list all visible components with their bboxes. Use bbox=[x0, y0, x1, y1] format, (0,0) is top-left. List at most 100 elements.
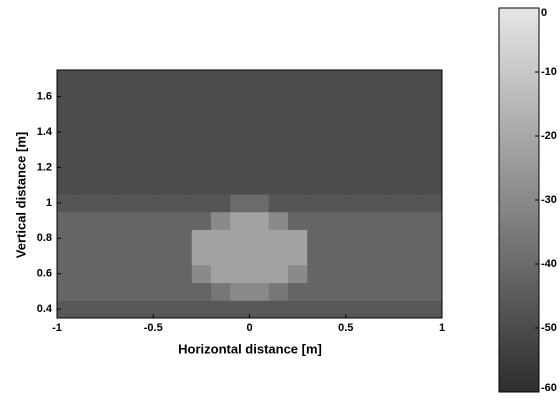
y-tick-label: 0.6 bbox=[37, 268, 52, 280]
heat-cell bbox=[76, 88, 96, 106]
heat-cell bbox=[404, 141, 424, 159]
heat-cell bbox=[250, 105, 270, 123]
heat-cell bbox=[192, 176, 212, 194]
heat-cell bbox=[327, 212, 347, 230]
heat-cell bbox=[153, 300, 173, 318]
heat-cell bbox=[288, 247, 308, 265]
heat-cell bbox=[423, 247, 443, 265]
heat-cell bbox=[76, 159, 96, 177]
heat-cell bbox=[115, 123, 135, 141]
heat-cell bbox=[384, 88, 404, 106]
heat-cell bbox=[404, 229, 424, 247]
heat-cell bbox=[250, 212, 270, 230]
heat-cell bbox=[134, 70, 154, 88]
heat-cell bbox=[346, 300, 366, 318]
heat-cell bbox=[288, 70, 308, 88]
heat-cell bbox=[115, 283, 135, 301]
heat-cell bbox=[230, 247, 250, 265]
heat-cell bbox=[269, 105, 289, 123]
heat-cell bbox=[96, 212, 116, 230]
heat-cell bbox=[211, 176, 231, 194]
heat-cell bbox=[115, 176, 135, 194]
heat-cell bbox=[76, 70, 96, 88]
heat-cell bbox=[404, 105, 424, 123]
heat-cell bbox=[153, 70, 173, 88]
heat-cell bbox=[230, 88, 250, 106]
heat-cell bbox=[192, 300, 212, 318]
heat-cell bbox=[346, 229, 366, 247]
heat-cell bbox=[365, 194, 385, 212]
heat-cell bbox=[134, 88, 154, 106]
heat-cell bbox=[230, 141, 250, 159]
heat-cell bbox=[153, 212, 173, 230]
heat-cell bbox=[134, 212, 154, 230]
heat-cell bbox=[307, 300, 327, 318]
heat-cell bbox=[384, 300, 404, 318]
heat-cell bbox=[365, 141, 385, 159]
heat-cell bbox=[269, 212, 289, 230]
heat-cell bbox=[404, 159, 424, 177]
heat-cell bbox=[230, 229, 250, 247]
heat-cell bbox=[307, 176, 327, 194]
heat-cell bbox=[404, 123, 424, 141]
heat-cell bbox=[365, 159, 385, 177]
heat-cell bbox=[173, 105, 193, 123]
heat-cell bbox=[269, 229, 289, 247]
heat-cell bbox=[211, 212, 231, 230]
heat-cell bbox=[250, 194, 270, 212]
heat-cell bbox=[307, 212, 327, 230]
heat-cell bbox=[307, 105, 327, 123]
heat-cell bbox=[346, 265, 366, 283]
heat-cell bbox=[173, 123, 193, 141]
heat-cell bbox=[173, 212, 193, 230]
heat-cell bbox=[346, 247, 366, 265]
heat-cell bbox=[115, 212, 135, 230]
heat-cell bbox=[192, 212, 212, 230]
heat-cell bbox=[134, 159, 154, 177]
heat-cell bbox=[115, 141, 135, 159]
heat-cell bbox=[365, 283, 385, 301]
heat-cell bbox=[211, 300, 231, 318]
colorbar-tick-label: -40 bbox=[541, 258, 557, 270]
heat-cell bbox=[134, 194, 154, 212]
heat-cell bbox=[153, 283, 173, 301]
colorbar-tick-label: -50 bbox=[541, 322, 557, 334]
heat-cell bbox=[269, 70, 289, 88]
heat-cell bbox=[365, 123, 385, 141]
heat-cell bbox=[404, 283, 424, 301]
heat-cell bbox=[153, 176, 173, 194]
heat-cell bbox=[269, 176, 289, 194]
y-tick-label: 1.2 bbox=[37, 161, 52, 173]
y-tick-label: 0.8 bbox=[37, 232, 52, 244]
heat-cell bbox=[288, 229, 308, 247]
heat-cell bbox=[134, 176, 154, 194]
heat-cell bbox=[192, 159, 212, 177]
heat-cell bbox=[230, 283, 250, 301]
heat-cell bbox=[307, 229, 327, 247]
heat-cell bbox=[404, 176, 424, 194]
heat-cell bbox=[288, 123, 308, 141]
heat-cell bbox=[153, 141, 173, 159]
heat-cell bbox=[346, 159, 366, 177]
heat-cell bbox=[423, 229, 443, 247]
heat-cell bbox=[384, 70, 404, 88]
heat-cell bbox=[153, 229, 173, 247]
heat-cell bbox=[115, 159, 135, 177]
heat-cell bbox=[288, 283, 308, 301]
heat-cell bbox=[384, 247, 404, 265]
x-axis-label: Horizontal distance [m] bbox=[178, 341, 322, 356]
heat-cell bbox=[423, 300, 443, 318]
heat-cell bbox=[211, 265, 231, 283]
heat-cell bbox=[57, 105, 77, 123]
heat-cell bbox=[250, 88, 270, 106]
heat-cell bbox=[134, 229, 154, 247]
heat-cell bbox=[192, 265, 212, 283]
heat-cell bbox=[115, 229, 135, 247]
heat-cell bbox=[115, 105, 135, 123]
heat-cell bbox=[57, 141, 77, 159]
heat-cell bbox=[404, 70, 424, 88]
heat-cell bbox=[76, 212, 96, 230]
heat-cell bbox=[173, 141, 193, 159]
heat-cell bbox=[115, 70, 135, 88]
heat-cell bbox=[230, 123, 250, 141]
